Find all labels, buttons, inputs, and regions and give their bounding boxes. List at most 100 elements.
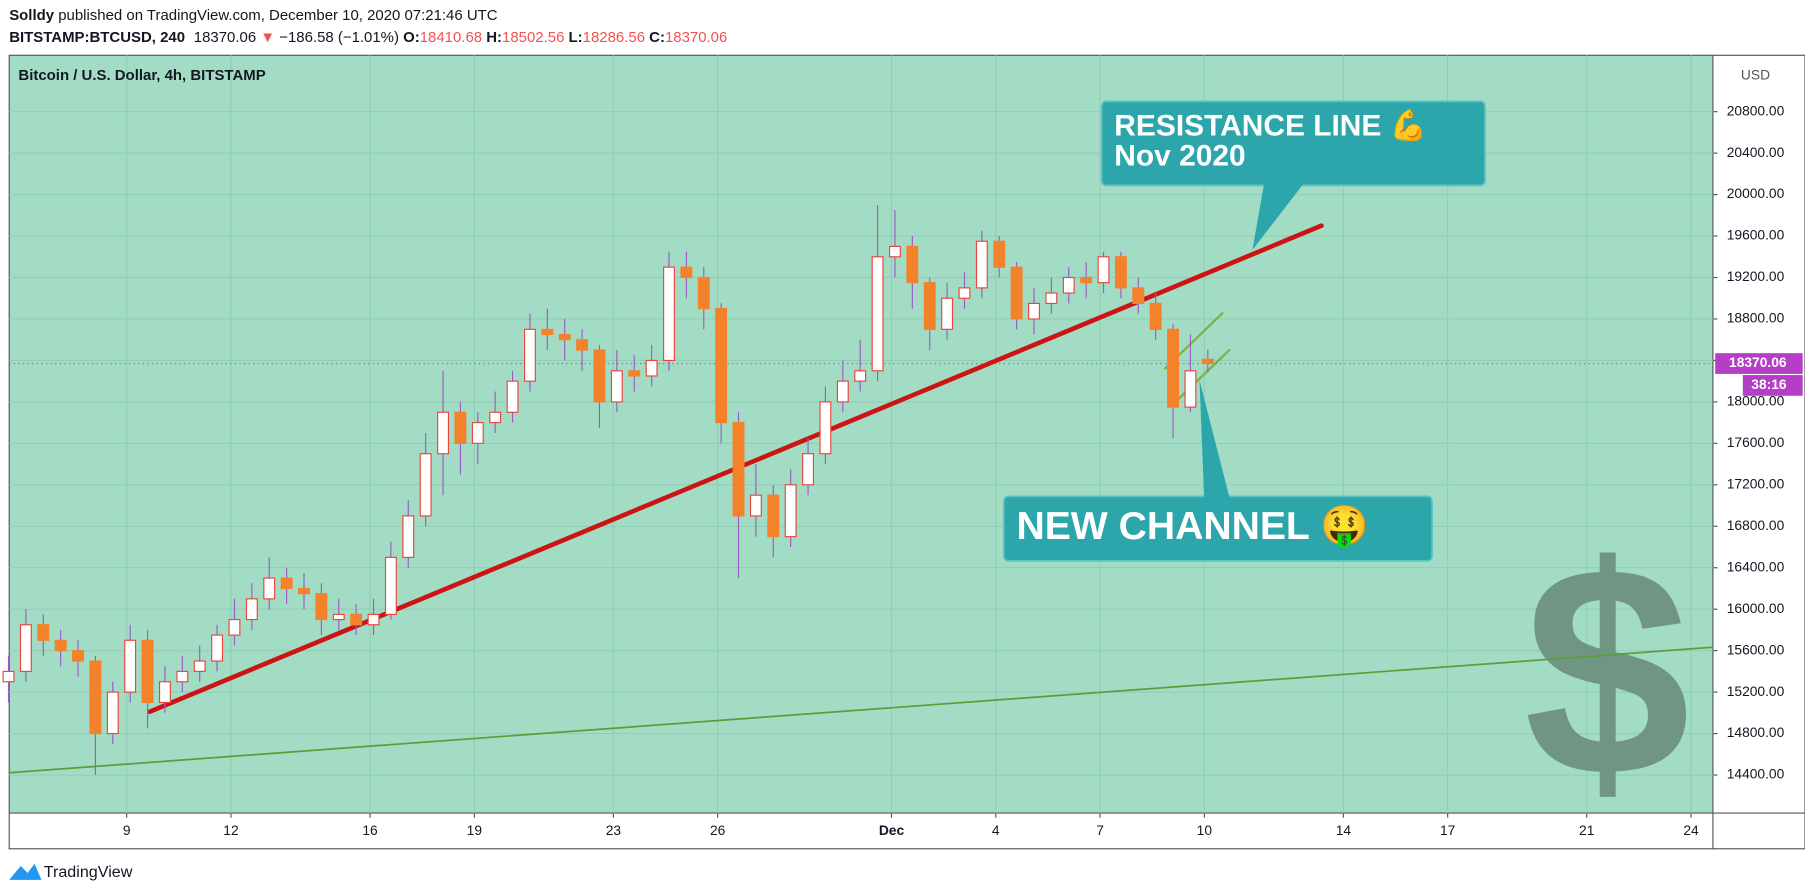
x-tick-label: 21 [1579, 822, 1594, 838]
candle-body [454, 411, 467, 444]
candle-body [697, 276, 710, 310]
axis-layer: 14400.00 14800.00 15200.00 15600.00 16000.00… [123, 102, 1803, 838]
candle-body [1201, 358, 1214, 365]
y-tick-label: 20800.00 [1727, 102, 1785, 118]
price-axis [1712, 55, 1805, 814]
callout-text: RESISTANCE LINE 💪 [1114, 108, 1427, 143]
candle-body [610, 370, 623, 403]
candle-body [1028, 302, 1040, 320]
candle-body [541, 328, 554, 336]
candle-body [124, 639, 137, 693]
candle-body [1062, 276, 1075, 294]
candle-body [315, 593, 328, 621]
candle-body [2, 670, 15, 683]
candle-body [1184, 370, 1197, 408]
published-line: Solldy published on TradingView.com, Dec… [9, 7, 498, 24]
chart-title: Bitcoin / U.S. Dollar, 4h, BITSTAMP [18, 67, 265, 84]
y-tick-label: 17200.00 [1727, 475, 1785, 491]
y-tick-label: 16800.00 [1727, 517, 1785, 533]
x-tick-label: 23 [606, 822, 622, 838]
l-value: 18286.56 [583, 29, 645, 46]
candle-body [228, 618, 241, 636]
candle-body [350, 613, 363, 626]
y-tick-label: 18000.00 [1727, 393, 1785, 409]
candle-body [645, 359, 658, 377]
candle-body [1045, 292, 1058, 304]
candle-body [1010, 266, 1023, 320]
candle-body [402, 515, 415, 558]
candle-body [367, 613, 380, 626]
candle-body [489, 411, 502, 424]
x-tick-label: 12 [223, 822, 238, 838]
candle-body [854, 370, 867, 382]
currency: USD [1741, 67, 1770, 83]
candle-body [593, 349, 606, 403]
candle-body [558, 333, 571, 341]
c-value: 18370.06 [665, 29, 727, 46]
candle-body [263, 577, 276, 600]
candle-body [471, 422, 484, 444]
candle-body [384, 556, 397, 615]
y-tick-label: 16000.00 [1727, 600, 1785, 616]
y-tick-label: 14400.00 [1727, 766, 1785, 782]
candle-body [1097, 256, 1110, 284]
arrow: ▼ [260, 29, 275, 46]
candle-body [1132, 287, 1145, 304]
candle-body [332, 613, 345, 621]
candle-body [523, 328, 536, 382]
y-tick-label: 15600.00 [1727, 641, 1785, 657]
change: −186.58 (−1.01%) [279, 29, 399, 46]
candle-body [1080, 276, 1093, 284]
candle-body [715, 308, 728, 424]
candle-body [888, 245, 901, 258]
o-label: O: [403, 29, 420, 46]
logo-icon [9, 863, 42, 880]
candle-body [958, 287, 971, 299]
trend-line [8, 646, 1714, 774]
callout-text: NEW CHANNEL 🤑 [1016, 504, 1368, 549]
candle-body [784, 484, 797, 538]
h-label: H: [486, 29, 502, 46]
candle-body [141, 639, 154, 704]
x-tick-label: 17 [1440, 822, 1455, 838]
x-tick-label: 19 [467, 822, 483, 838]
candle-body [906, 245, 919, 284]
candle-body [298, 587, 310, 595]
symbol: BITSTAMP:BTCUSD, 240 [9, 29, 185, 46]
time-axis [9, 813, 1713, 849]
y-tick-label: 19200.00 [1727, 268, 1785, 284]
y-tick-label: 18800.00 [1727, 310, 1785, 326]
candle-body [941, 297, 954, 330]
candle-body [576, 339, 589, 351]
h-value: 18502.56 [502, 29, 564, 46]
y-tick-label: 19600.00 [1727, 227, 1785, 243]
candle-body [54, 639, 67, 652]
y-tick-label: 15200.00 [1727, 683, 1785, 699]
x-tick-label: 24 [1683, 822, 1699, 838]
candle-body [106, 691, 119, 735]
candle-body [923, 282, 936, 330]
y-tick-label: 17600.00 [1727, 434, 1785, 450]
countdown-badge [1742, 375, 1803, 396]
candle-body [211, 634, 224, 662]
callout-text: Nov 2020 [1114, 140, 1245, 173]
candle-body [280, 577, 293, 590]
candle-body [732, 422, 745, 517]
candle-layer [2, 204, 1214, 776]
brand-logo: TradingView [9, 863, 133, 881]
callout-pointer [1252, 184, 1304, 250]
x-tick-label: 9 [123, 822, 131, 838]
candle-body [1114, 256, 1127, 289]
l-label: L: [569, 29, 583, 46]
candle-body [1149, 302, 1162, 330]
y-tick-label: 14800.00 [1727, 724, 1785, 740]
candle-body [176, 670, 189, 683]
candle-body [72, 650, 85, 662]
x-tick-label: Dec [879, 822, 905, 838]
candle-body [158, 681, 171, 704]
x-tick-label: 7 [1096, 822, 1104, 838]
y-tick-label: 20000.00 [1727, 185, 1785, 201]
last-price-badge [1715, 353, 1803, 374]
x-tick-label: 4 [992, 822, 1000, 838]
annotation-layer: RESISTANCE LINE 💪Nov 2020 NEW CHANNEL 🤑 [1002, 100, 1486, 562]
